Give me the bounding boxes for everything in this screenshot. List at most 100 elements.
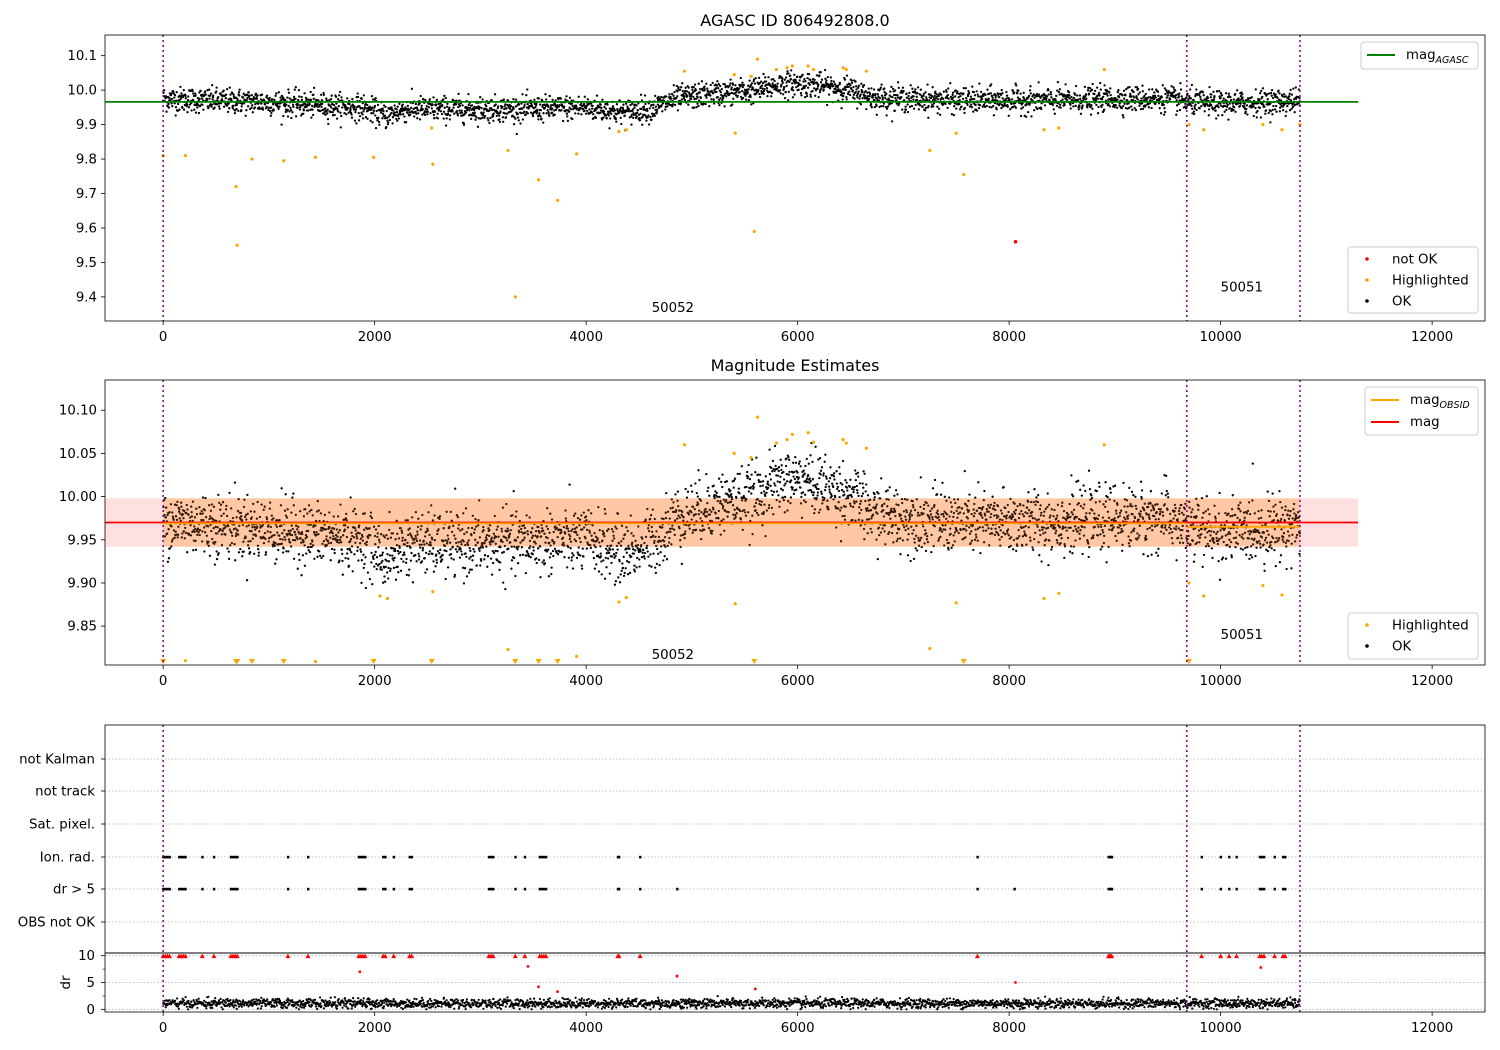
ok-point	[978, 104, 982, 107]
ok-point	[335, 117, 339, 120]
ok-point	[1232, 108, 1235, 112]
ok-point	[347, 111, 350, 114]
ok-point	[636, 556, 639, 560]
ok-point	[593, 567, 597, 570]
ok-point	[364, 586, 368, 590]
ok-point	[723, 83, 727, 86]
ok-point	[1067, 91, 1071, 94]
ok-point	[167, 557, 171, 560]
ok-point	[488, 109, 491, 112]
ok-point	[516, 112, 519, 115]
ok-point	[617, 576, 620, 579]
ok-point	[625, 560, 629, 563]
ok-point	[849, 84, 852, 87]
ok-point	[608, 551, 611, 555]
ok-point	[1020, 107, 1023, 110]
ok-point	[683, 95, 686, 98]
ok-point	[1013, 91, 1016, 95]
ok-point	[819, 71, 822, 74]
ok-point	[526, 102, 529, 106]
ok-point	[382, 109, 385, 113]
highlighted-point	[811, 67, 816, 72]
ok-point	[545, 112, 548, 115]
ok-point	[390, 106, 393, 109]
ok-point	[435, 553, 438, 556]
ok-point	[1138, 104, 1141, 107]
ok-point	[829, 76, 832, 79]
ok-point	[1009, 108, 1012, 111]
highlighted-point	[1261, 122, 1265, 127]
ok-point	[388, 118, 392, 122]
ok-point	[433, 110, 437, 113]
ok-point	[192, 92, 195, 95]
ok-point	[1225, 108, 1228, 112]
ok-point	[421, 107, 424, 111]
ok-point	[1049, 91, 1052, 94]
ok-point	[268, 96, 271, 100]
ok-point	[457, 92, 460, 96]
ok-point	[449, 548, 452, 551]
ok-point	[1064, 83, 1067, 86]
ok-point	[553, 113, 556, 117]
ok-point	[1199, 95, 1202, 99]
ok-point	[258, 107, 261, 110]
ok-point	[330, 547, 334, 551]
ok-point	[298, 558, 301, 562]
ok-point	[1128, 85, 1131, 89]
ok-point	[931, 86, 934, 89]
ok-point	[542, 112, 545, 115]
ok-point	[1115, 106, 1119, 109]
ok-point	[227, 550, 230, 553]
ok-point	[705, 82, 708, 85]
ok-point	[595, 563, 598, 566]
ok-point	[261, 106, 264, 109]
ok-point	[949, 82, 952, 85]
ok-point	[787, 72, 790, 75]
ok-point	[748, 85, 752, 89]
ok-point	[1037, 93, 1041, 96]
ok-point	[581, 107, 585, 111]
highlighted-point	[313, 155, 318, 159]
ok-point	[799, 83, 802, 87]
panel-title: AGASC ID 806492808.0	[700, 11, 889, 30]
ok-point	[959, 92, 962, 95]
ok-point	[1174, 89, 1177, 92]
ok-point	[287, 550, 290, 553]
ok-point	[523, 110, 526, 113]
ok-point	[648, 107, 651, 110]
ok-point	[187, 95, 190, 98]
ok-point	[614, 554, 617, 557]
ok-point	[765, 86, 769, 90]
ok-point	[181, 106, 184, 110]
ok-point	[341, 106, 344, 109]
ok-point	[661, 102, 665, 105]
ok-point	[371, 121, 374, 124]
ok-point	[1103, 108, 1106, 111]
ok-point	[683, 99, 687, 102]
ok-point	[356, 549, 359, 552]
ok-point	[254, 92, 258, 95]
ok-point	[854, 90, 857, 94]
ok-point	[599, 111, 602, 115]
ok-point	[466, 106, 470, 109]
ok-point	[165, 110, 168, 113]
ok-point	[1275, 110, 1278, 113]
x-tick-label: 2000	[358, 330, 392, 345]
ok-point	[625, 551, 628, 554]
ok-point	[1288, 92, 1291, 95]
ok-point	[577, 546, 580, 549]
ok-point	[927, 104, 930, 108]
ok-point	[351, 97, 354, 101]
ok-point	[308, 103, 311, 106]
ok-point	[781, 81, 784, 84]
ok-point	[706, 90, 710, 94]
ok-point	[1218, 90, 1221, 93]
ok-point	[1131, 108, 1134, 111]
ok-point	[395, 117, 398, 121]
ok-point	[322, 91, 325, 95]
ok-point	[355, 122, 358, 125]
ok-point	[388, 554, 392, 557]
ok-point	[804, 84, 807, 87]
ok-point	[661, 110, 664, 113]
ok-point	[193, 108, 196, 111]
